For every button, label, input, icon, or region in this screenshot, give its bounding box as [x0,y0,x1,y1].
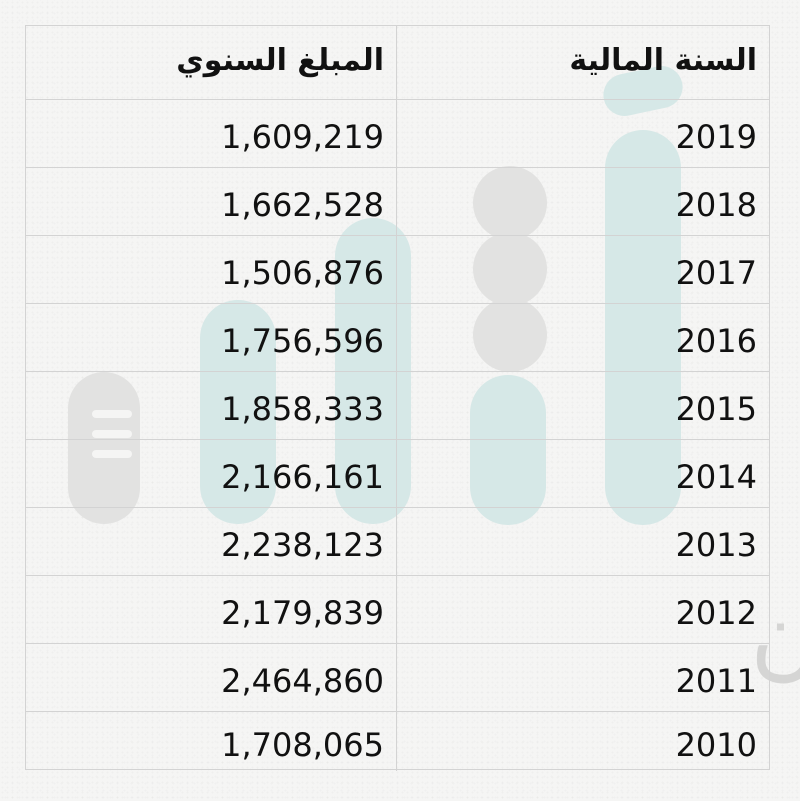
cell-amount: 1,662,528 [221,185,384,224]
cell-amount: 1,609,219 [221,117,384,156]
cell-amount: 1,756,596 [221,321,384,360]
cell-amount: 2,166,161 [221,457,384,496]
table-row: 2011 2,464,860 [26,644,769,712]
cell-year: 2014 [396,440,769,507]
cell-amount: 2,179,839 [221,593,384,632]
cell-year: 2010 [396,712,769,771]
cell-year: 2019 [396,100,769,167]
cell-year: 2012 [396,576,769,643]
table-row: 2014 2,166,161 [26,440,769,508]
table-row: 2010 1,708,065 [26,712,769,771]
table-header-row: السنة المالية المبلغ السنوي [26,26,769,100]
cell-year: 2013 [396,508,769,575]
cell-amount: 1,506,876 [221,253,384,292]
cell-amount: 1,708,065 [221,725,384,764]
table-row: 2017 1,506,876 [26,236,769,304]
cell-amount: 2,238,123 [221,525,384,564]
cell-year: 2018 [396,168,769,235]
header-year: السنة المالية [396,26,769,99]
table-row: 2015 1,858,333 [26,372,769,440]
cell-year: 2017 [396,236,769,303]
table-row: 2019 1,609,219 [26,100,769,168]
header-amount: المبلغ السنوي [176,43,384,78]
cell-year: 2015 [396,372,769,439]
cell-year: 2011 [396,644,769,711]
table-row: 2012 2,179,839 [26,576,769,644]
table-row: 2018 1,662,528 [26,168,769,236]
amounts-table: السنة المالية المبلغ السنوي 2019 1,609,2… [25,25,770,771]
cell-amount: 2,464,860 [221,661,384,700]
table-row: 2013 2,238,123 [26,508,769,576]
cell-amount: 1,858,333 [221,389,384,428]
cell-year: 2016 [396,304,769,371]
table-row: 2016 1,756,596 [26,304,769,372]
